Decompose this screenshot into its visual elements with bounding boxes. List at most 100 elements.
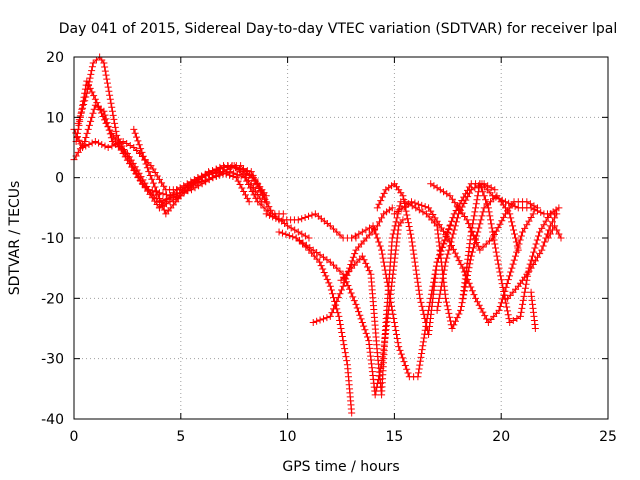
data-point: [482, 240, 490, 248]
data-point: [326, 312, 334, 320]
data-point: [414, 282, 422, 290]
data-point: [289, 233, 297, 241]
data-point: [123, 139, 131, 147]
data-point: [487, 184, 495, 192]
data-point: [418, 349, 426, 357]
data-point: [544, 213, 552, 221]
data-point: [484, 204, 492, 212]
data-point: [485, 208, 493, 216]
data-point: [265, 211, 273, 219]
data-point: [411, 258, 419, 266]
data-point: [269, 213, 277, 221]
data-point: [388, 204, 396, 212]
data-point: [163, 200, 171, 208]
data-point: [77, 109, 85, 117]
data-point: [483, 200, 491, 208]
data-point: [461, 279, 469, 287]
data-point: [110, 115, 118, 123]
data-point: [109, 111, 117, 119]
data-point: [216, 171, 224, 179]
data-point: [73, 133, 81, 141]
data-point: [555, 230, 563, 238]
data-point: [537, 208, 545, 216]
data-point: [83, 77, 91, 85]
data-point: [408, 202, 416, 210]
data-point: [392, 327, 400, 335]
data-point: [343, 357, 351, 365]
data-point: [490, 236, 498, 244]
data-point: [463, 263, 471, 271]
data-point: [363, 333, 371, 341]
data-point: [336, 267, 344, 275]
data-point: [390, 314, 398, 322]
data-point: [94, 102, 102, 110]
data-point: [496, 268, 504, 276]
data-point: [99, 112, 107, 120]
data-point: [383, 318, 391, 326]
data-point: [489, 232, 497, 240]
data-point: [551, 214, 559, 222]
data-point: [298, 230, 306, 238]
data-point: [387, 298, 395, 306]
data-point: [456, 206, 464, 214]
data-point: [77, 140, 85, 148]
data-point: [506, 272, 514, 280]
data-point: [508, 264, 516, 272]
data-point: [133, 133, 141, 141]
data-point: [373, 234, 381, 242]
data-point: [101, 116, 109, 124]
data-point: [457, 303, 465, 311]
data-point: [473, 196, 481, 204]
x-tick-label: 0: [70, 429, 79, 445]
data-point: [399, 216, 407, 224]
data-point: [487, 198, 495, 206]
data-point: [461, 275, 469, 283]
data-point: [389, 310, 397, 318]
data-point: [301, 213, 309, 221]
data-point: [435, 294, 443, 302]
data-point: [447, 238, 455, 246]
data-point: [493, 252, 501, 260]
data-point: [415, 369, 423, 377]
data-point: [441, 262, 449, 270]
data-point: [350, 297, 358, 305]
data-point: [253, 181, 261, 189]
data-point: [166, 198, 174, 206]
data-point: [134, 137, 142, 145]
data-point: [326, 222, 334, 230]
data-point: [467, 232, 475, 240]
data-point: [453, 253, 461, 261]
data-point: [446, 313, 454, 321]
data-point: [81, 97, 89, 105]
data-point: [486, 212, 494, 220]
data-point: [435, 298, 443, 306]
data-point: [509, 222, 517, 230]
data-point: [75, 136, 83, 144]
x-tick-label: 15: [385, 429, 403, 445]
data-point: [437, 286, 445, 294]
data-point: [325, 279, 333, 287]
data-point: [236, 181, 244, 189]
data-point: [338, 329, 346, 337]
data-point: [115, 135, 122, 143]
data-point: [407, 230, 415, 238]
data-point: [507, 268, 515, 276]
data-point: [501, 198, 509, 206]
data-point: [130, 125, 138, 133]
data-point: [516, 236, 524, 244]
data-point: [453, 314, 461, 322]
data-point: [378, 246, 386, 254]
data-point: [473, 239, 481, 247]
data-point: [414, 373, 422, 381]
data-point: [372, 230, 380, 238]
data-point: [518, 304, 526, 312]
y-tick-label: 20: [46, 50, 64, 66]
data-point: [241, 191, 249, 199]
data-point: [465, 244, 473, 252]
data-point: [226, 168, 234, 176]
data-point: [455, 257, 463, 265]
data-point: [151, 183, 159, 191]
data-point: [511, 252, 519, 260]
data-point: [529, 210, 537, 218]
data-point: [84, 125, 92, 133]
